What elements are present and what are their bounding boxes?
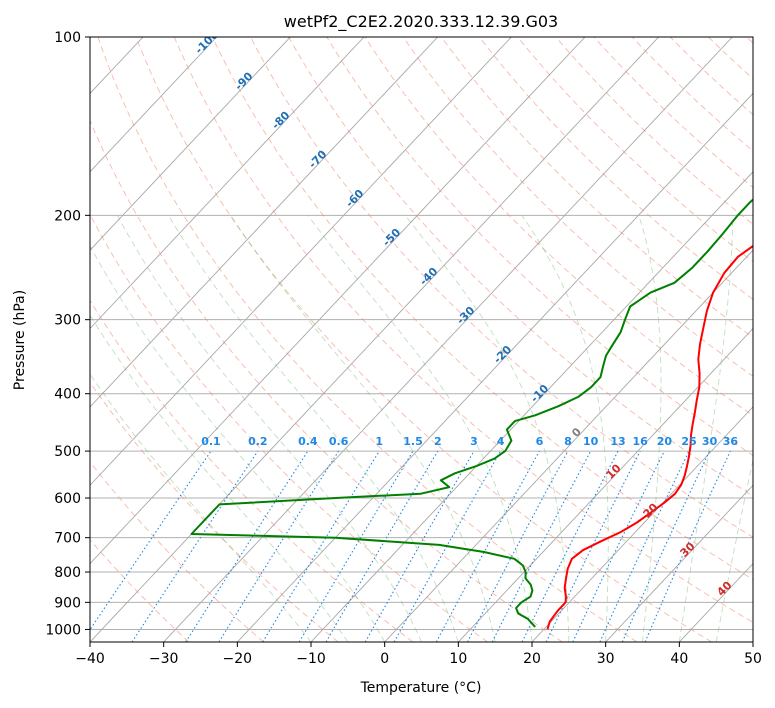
moist-adiabat-line: [404, 215, 570, 642]
y-tick-label: 600: [54, 491, 81, 507]
moist-adiabat-line: [230, 215, 496, 642]
dry-adiabat-line: [90, 461, 264, 642]
y-tick-label: 400: [54, 387, 81, 403]
mixing-ratio-label: 36: [723, 435, 739, 448]
isotherm-line: [237, 92, 753, 642]
dry-adiabat-line: [135, 37, 712, 642]
isotherm-line: [90, 37, 365, 330]
dry-adiabat-line: [173, 37, 753, 623]
dry-adiabat-line: [90, 299, 414, 642]
mixing-ratio-line: [621, 450, 711, 642]
mixing-ratio-label: 0.6: [329, 435, 349, 448]
mixing-ratio-line: [131, 450, 259, 642]
plot-frame: [89, 36, 754, 643]
isotherm-line: [605, 484, 753, 642]
temperature-profile-line: [546, 244, 753, 630]
dry-adiabat-line: [250, 37, 753, 538]
chart-title: wetPf2_C2E2.2020.333.12.39.G03: [284, 12, 558, 32]
mixing-ratio-label: 0.2: [248, 435, 268, 448]
dry-adiabat-line: [97, 37, 638, 642]
x-tick-label: 40: [670, 651, 688, 667]
isotherm-line: [531, 406, 753, 642]
isotherm-line: [458, 327, 753, 642]
x-tick-label: 50: [744, 651, 762, 667]
y-tick-label: 100: [54, 30, 81, 46]
dry-adiabat-line: [90, 539, 190, 642]
x-tick-label: 0: [380, 651, 389, 667]
y-tick-label: 1000: [45, 622, 81, 638]
isotherm-line: [90, 37, 660, 642]
mixing-ratio-line: [90, 450, 212, 631]
mixing-ratio-label: 3: [470, 435, 478, 448]
mixing-ratio-label: 20: [657, 435, 673, 448]
moist-adiabat-line: [90, 244, 386, 642]
x-tick-label: −30: [149, 651, 179, 667]
dry-adiabat-line: [90, 213, 488, 642]
y-tick-label: 700: [54, 531, 81, 547]
moist-adiabat-line: [307, 215, 533, 642]
mixing-ratio-label: 0.4: [298, 435, 318, 448]
x-tick-label: −40: [75, 651, 105, 667]
moist-adiabat-line: [116, 215, 422, 642]
y-tick-label: 900: [54, 595, 81, 611]
y-axis-label: Pressure (hPa): [12, 290, 28, 390]
x-tick-label: 20: [523, 651, 541, 667]
mixing-ratio-line: [644, 450, 731, 642]
isotherm-line: [163, 37, 733, 642]
mixing-ratio-label: 1.5: [403, 435, 423, 448]
isotherm-line: [310, 171, 753, 642]
moist-adiabat-line: [521, 215, 609, 642]
dry-adiabat-line: [288, 37, 753, 497]
y-tick-label: 800: [54, 565, 81, 581]
mixing-ratio-label: 30: [702, 435, 718, 448]
isotherm-line: [90, 37, 218, 173]
mixing-ratio-label: 2: [434, 435, 442, 448]
moist-adiabat-line: [90, 314, 349, 642]
mixing-ratio-label: 8: [564, 435, 572, 448]
mixing-ratio-label: 25: [681, 435, 696, 448]
mixing-ratio-line: [393, 450, 502, 642]
isotherm-line: [90, 37, 586, 565]
isotherm-line: [384, 249, 753, 642]
x-tick-label: 30: [597, 651, 615, 667]
mixing-ratio-line: [545, 450, 641, 642]
moist-adiabat-line: [678, 215, 734, 642]
mixing-ratio-label: 10: [583, 435, 599, 448]
y-tick-label: 300: [54, 313, 81, 329]
isotherm-line: [90, 37, 291, 251]
mixing-ratio-label: 1: [375, 435, 383, 448]
dry-adiabat-line: [90, 119, 563, 642]
isotherm-line: [90, 37, 512, 486]
x-tick-label: 10: [449, 651, 467, 667]
mixing-ratio-label: 16: [632, 435, 648, 448]
mixing-ratio-line: [185, 450, 309, 642]
mixing-ratio-line: [521, 450, 619, 642]
mixing-ratio-label: 4: [497, 435, 505, 448]
x-tick-label: −20: [223, 651, 253, 667]
x-tick-label: −10: [296, 651, 326, 667]
isotherm-line: [90, 37, 439, 408]
mixing-ratio-line: [435, 450, 540, 642]
y-tick-label: 200: [54, 208, 81, 224]
mixing-ratio-label: 0.1: [201, 435, 221, 448]
dewpoint-profile-line: [190, 198, 753, 628]
dry-adiabat-line: [211, 37, 753, 581]
mixing-ratio-label: 6: [536, 435, 544, 448]
y-tick-label: 500: [54, 444, 81, 460]
dry-adiabat-line: [326, 37, 753, 456]
x-axis-label: Temperature (°C): [360, 680, 482, 696]
mixing-ratio-label: 13: [610, 435, 625, 448]
mixing-ratio-line: [262, 450, 380, 642]
